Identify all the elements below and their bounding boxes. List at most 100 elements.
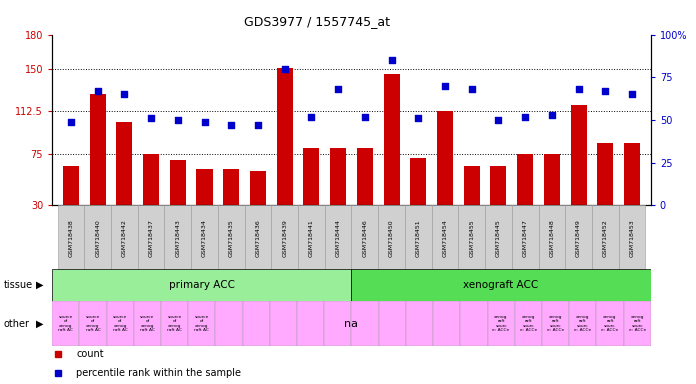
Point: [306, 114, 317, 120]
Bar: [517, 154, 533, 240]
Bar: [63, 166, 79, 240]
Point: [493, 117, 504, 123]
Bar: [84, 205, 111, 269]
Text: primary ACC: primary ACC: [169, 280, 235, 290]
Text: xenog
raft
sourc
e: ACCe: xenog raft sourc e: ACCe: [493, 315, 509, 332]
Bar: [111, 205, 138, 269]
Bar: [592, 205, 619, 269]
Text: GSM718445: GSM718445: [496, 220, 501, 257]
Text: GSM718434: GSM718434: [202, 219, 207, 257]
Bar: [52, 269, 351, 301]
Point: [573, 86, 584, 92]
Bar: [143, 154, 159, 240]
Text: source
of
xenog
raft AC: source of xenog raft AC: [58, 315, 73, 332]
Text: ▶: ▶: [36, 280, 44, 290]
Text: source
of
xenog
raft AC: source of xenog raft AC: [167, 315, 182, 332]
Text: GSM718443: GSM718443: [175, 219, 180, 257]
Text: GSM718449: GSM718449: [576, 219, 581, 257]
Point: [333, 86, 344, 92]
Bar: [138, 205, 164, 269]
Text: GSM718441: GSM718441: [309, 220, 314, 257]
Text: xenograft ACC: xenograft ACC: [464, 280, 539, 290]
Point: [546, 112, 557, 118]
Point: [626, 91, 638, 98]
Point: [199, 119, 210, 125]
Bar: [405, 205, 432, 269]
Bar: [515, 301, 542, 346]
Bar: [116, 122, 132, 240]
Text: xenog
raft
sourc
e: ACCe: xenog raft sourc e: ACCe: [601, 315, 619, 332]
Bar: [351, 205, 378, 269]
Text: GSM718437: GSM718437: [148, 219, 154, 257]
Text: xenog
raft
sourc
e: ACCe: xenog raft sourc e: ACCe: [574, 315, 592, 332]
Bar: [270, 301, 297, 346]
Bar: [271, 205, 298, 269]
Text: GSM718455: GSM718455: [469, 220, 474, 257]
Bar: [487, 301, 515, 346]
Bar: [351, 269, 651, 301]
Text: source
of
xenog
raft AC: source of xenog raft AC: [113, 315, 127, 332]
Bar: [216, 301, 243, 346]
Bar: [383, 74, 400, 240]
Point: [226, 122, 237, 128]
Text: ▶: ▶: [36, 318, 44, 329]
Bar: [250, 171, 266, 240]
Point: [600, 88, 611, 94]
Bar: [432, 205, 459, 269]
Text: GSM718448: GSM718448: [549, 220, 555, 257]
Bar: [596, 301, 624, 346]
Bar: [437, 111, 453, 240]
Text: other: other: [3, 318, 29, 329]
Bar: [464, 166, 480, 240]
Bar: [460, 301, 487, 346]
Point: [253, 122, 264, 128]
Text: count: count: [76, 349, 104, 359]
Bar: [459, 205, 485, 269]
Bar: [619, 205, 645, 269]
Point: [413, 115, 424, 121]
Text: GSM718446: GSM718446: [363, 220, 367, 257]
Bar: [134, 301, 161, 346]
Text: GSM718447: GSM718447: [523, 219, 528, 257]
Point: [65, 119, 77, 125]
Bar: [351, 301, 379, 346]
Bar: [406, 301, 433, 346]
Bar: [52, 301, 79, 346]
Bar: [188, 301, 216, 346]
Text: source
of
xenog
raft AC: source of xenog raft AC: [194, 315, 209, 332]
Text: GSM718438: GSM718438: [68, 220, 73, 257]
Text: GSM718453: GSM718453: [630, 220, 635, 257]
Bar: [544, 154, 560, 240]
Bar: [276, 68, 293, 240]
Text: na: na: [345, 318, 358, 329]
Bar: [357, 149, 373, 240]
Point: [520, 114, 531, 120]
Text: xenog
raft
sourc
e: ACCe: xenog raft sourc e: ACCe: [628, 315, 646, 332]
Bar: [324, 301, 351, 346]
Bar: [491, 166, 507, 240]
Bar: [90, 94, 106, 240]
Bar: [106, 301, 134, 346]
Bar: [243, 301, 270, 346]
Point: [145, 115, 157, 121]
Point: [439, 83, 450, 89]
Bar: [512, 205, 539, 269]
Text: GSM718454: GSM718454: [443, 220, 448, 257]
Bar: [244, 205, 271, 269]
Text: GSM718450: GSM718450: [389, 220, 394, 257]
Bar: [298, 205, 325, 269]
Text: GSM718436: GSM718436: [255, 220, 260, 257]
Bar: [303, 149, 319, 240]
Bar: [161, 301, 188, 346]
Bar: [485, 205, 512, 269]
Point: [119, 91, 130, 98]
Point: [466, 86, 477, 92]
Point: [386, 57, 397, 63]
Text: percentile rank within the sample: percentile rank within the sample: [76, 368, 241, 378]
Bar: [58, 205, 84, 269]
Point: [92, 88, 103, 94]
Bar: [433, 301, 460, 346]
Bar: [379, 301, 406, 346]
Bar: [164, 205, 191, 269]
Text: GSM718452: GSM718452: [603, 220, 608, 257]
